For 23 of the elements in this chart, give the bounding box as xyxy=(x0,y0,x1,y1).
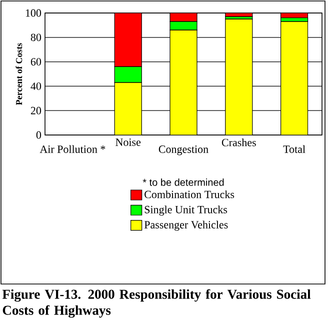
bar xyxy=(114,82,142,135)
x-tick-label: Noise xyxy=(116,138,141,146)
bar xyxy=(170,21,198,30)
bar xyxy=(114,13,142,67)
legend-label: Single Unit Trucks xyxy=(144,206,228,216)
text: Figure VI-13. 2000 Responsibility for Various Social Costs of Highways xyxy=(2,289,311,318)
x-tick-label: Congestion xyxy=(158,146,208,156)
bar xyxy=(225,18,253,135)
text: * to be determined xyxy=(142,178,224,186)
bar xyxy=(170,30,198,135)
y-tick-label: 20 xyxy=(30,106,42,114)
y-tick-label: 40 xyxy=(30,82,42,90)
y-tick-label: 100 xyxy=(26,9,42,17)
legend-label: Combination Trucks xyxy=(144,190,234,198)
y-tick-label: 60 xyxy=(30,58,42,66)
x-tick-label: Crashes xyxy=(222,138,256,146)
y-tick-label: 0 xyxy=(36,131,42,139)
y-axis-title: Percent of Costs xyxy=(16,43,22,105)
x-tick-label: Total xyxy=(283,145,306,153)
bar xyxy=(280,21,308,135)
legend-label: Passenger Vehicles xyxy=(144,220,228,231)
x-tick-label: Air Pollution * xyxy=(40,145,106,153)
y-tick-label: 80 xyxy=(30,34,42,42)
